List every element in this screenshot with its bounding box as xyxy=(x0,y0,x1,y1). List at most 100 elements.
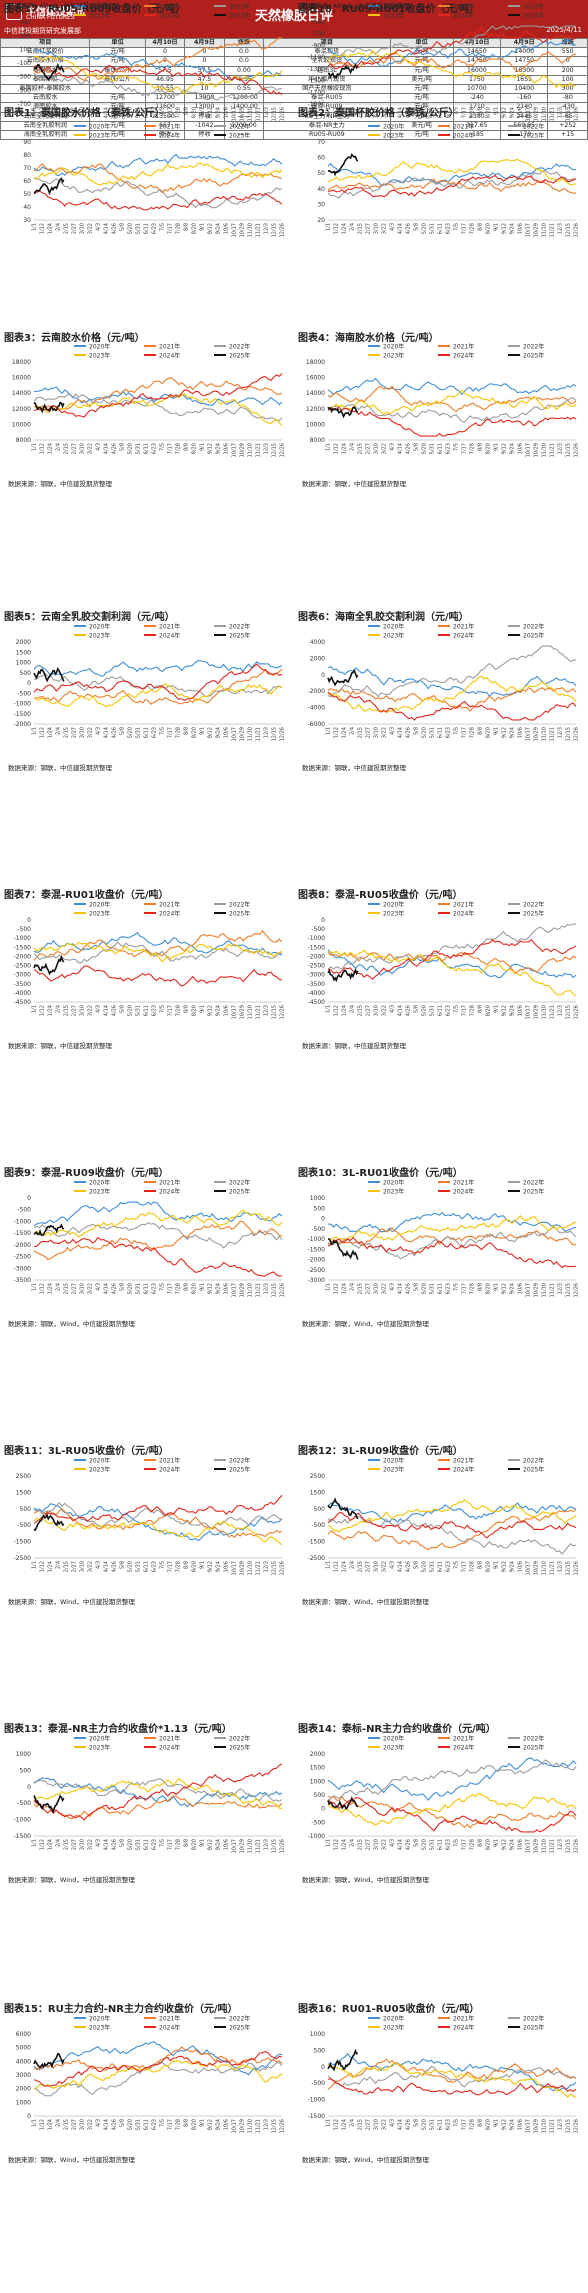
data-source: 数据来源：钢联，中信建投期货整理 xyxy=(8,1042,112,1050)
x-tick-label: 10/29 xyxy=(240,1839,246,1853)
x-tick-label: 2/15 xyxy=(64,1005,70,1016)
x-tick-label: 12/15 xyxy=(272,1561,278,1575)
x-tick-label: 7/28 xyxy=(470,223,476,234)
legend-label: 2020年 xyxy=(89,1457,110,1465)
x-axis: 1/1 1/12 1/24 2/4 2/15 2/27 3/10 3/22 4/3 4/14 4/2… xyxy=(326,223,580,237)
legend-label: 2025年 xyxy=(523,2024,544,2032)
x-tick-label: 3/10 xyxy=(80,727,86,738)
x-tick-label: 10/17 xyxy=(232,727,238,741)
x-tick-label: 3/10 xyxy=(374,1283,380,1294)
y-tick-label: -3000 xyxy=(308,1277,326,1284)
series-line xyxy=(327,377,577,396)
legend-label: 2022年 xyxy=(523,1457,544,1465)
x-tick-label: 2/27 xyxy=(72,223,78,234)
legend-label: 2025年 xyxy=(523,1466,544,1474)
line-chart: 2020年 2021年 2022年 2023年 2024年 2025年 2500 1500 50… xyxy=(14,1457,286,1576)
legend-label: 2020年 xyxy=(89,123,110,131)
x-tick-label: 11/21 xyxy=(550,107,556,121)
legend-label: 2022年 xyxy=(523,3,544,11)
x-tick-label: 10/29 xyxy=(534,727,540,741)
x-tick-label: 4/14 xyxy=(104,2119,110,2130)
series-line xyxy=(327,38,577,68)
x-axis: 1/1 1/12 1/24 2/4 2/15 2/27 3/10 3/22 4/3 4/14 4/2… xyxy=(326,1283,580,1297)
y-tick-label: -1500 xyxy=(14,944,32,951)
series-line xyxy=(33,64,283,96)
x-tick-label: 10/6 xyxy=(224,1561,230,1572)
x-tick-label: 1/12 xyxy=(334,107,340,118)
x-tick-label: 10/29 xyxy=(534,107,540,121)
series-line xyxy=(33,1778,283,1809)
legend-label: 2025年 xyxy=(229,12,250,20)
y-tick-label: -4000 xyxy=(308,705,326,712)
line-chart: 2020年 2021年 2022年 2023年 2024年 2025年 -500 -700 -9… xyxy=(308,3,580,122)
x-tick-label: 11/21 xyxy=(550,1005,556,1019)
y-tick-label: 1000 xyxy=(16,1751,31,1758)
legend-label: 2020年 xyxy=(383,3,404,11)
y-tick-label: -2500 xyxy=(14,1254,32,1261)
y-tick-label: 80 xyxy=(23,152,31,159)
x-axis: 1/1 1/12 1/24 2/4 2/15 2/27 3/10 3/22 4/3 4/14 4/2… xyxy=(326,2119,580,2133)
x-tick-label: 11/21 xyxy=(256,223,262,237)
x-tick-label: 12/15 xyxy=(566,107,572,121)
x-tick-label: 2/15 xyxy=(64,1839,70,1850)
x-tick-label: 12/26 xyxy=(574,727,580,741)
legend-label: 2024年 xyxy=(453,12,474,20)
y-tick-label: -2500 xyxy=(308,1267,326,1274)
legend-label: 2022年 xyxy=(523,1179,544,1187)
x-tick-label: 2/4 xyxy=(56,2119,62,2127)
x-tick-label: 8/8 xyxy=(478,1839,484,1847)
series-line xyxy=(327,152,359,177)
x-tick-label: 8/8 xyxy=(478,443,484,451)
x-tick-label: 6/23 xyxy=(446,223,452,234)
series-line xyxy=(327,2062,577,2098)
y-tick-label: -500 xyxy=(17,690,31,697)
x-tick-label: 4/26 xyxy=(112,223,118,234)
x-tick-label: 7/28 xyxy=(176,223,182,234)
x-tick-label: 5/31 xyxy=(136,1005,142,1016)
x-tick-label: 8/8 xyxy=(184,1283,190,1291)
x-tick-label: 12/3 xyxy=(558,1839,564,1850)
y-tick-label: -500 xyxy=(311,1522,325,1529)
data-source: 数据来源：Wind，中信建投期货整理 xyxy=(8,2,116,10)
report-org: 中信建投期货研究发展部 xyxy=(4,27,81,35)
x-tick-label: 7/17 xyxy=(168,1005,174,1016)
y-tick-label: 2000 xyxy=(16,639,31,646)
y-tick-label: -2000 xyxy=(308,688,326,695)
x-tick-label: 5/20 xyxy=(422,727,428,738)
legend-label: 2021年 xyxy=(453,1735,474,1743)
legend-label: 2024年 xyxy=(159,632,180,640)
x-tick-label: 8/20 xyxy=(192,1561,198,1572)
y-tick-label: 1500 xyxy=(16,649,31,656)
y-tick-label: -3000 xyxy=(14,972,32,979)
x-tick-label: 7/5 xyxy=(160,727,166,735)
y-tick-label: 500 xyxy=(314,1506,326,1513)
legend-label: 2023年 xyxy=(383,1188,404,1196)
data-source: 数据来源：钢联，Wind，中信建投期货整理 xyxy=(8,2156,135,2164)
x-tick-label: 9/24 xyxy=(510,727,516,738)
x-axis: 1/1 1/12 1/24 2/4 2/15 2/27 3/10 3/22 4/3 4/14 4/2… xyxy=(32,1561,286,1575)
y-tick-label: 12000 xyxy=(12,406,31,413)
x-tick-label: 2/15 xyxy=(358,223,364,234)
legend-label: 2022年 xyxy=(523,2015,544,2023)
x-tick-label: 8/8 xyxy=(478,223,484,231)
x-tick-label: 4/26 xyxy=(406,1839,412,1850)
x-tick-label: 1/1 xyxy=(326,107,332,115)
x-tick-label: 12/3 xyxy=(264,1839,270,1850)
chart-legend: 2020年 2021年 2022年 2023年 2024年 2025年 xyxy=(368,1179,544,1196)
x-axis: 1/1 1/12 1/24 2/4 2/15 2/27 3/10 3/22 4/3 4/14 4/2… xyxy=(32,1005,286,1019)
legend-label: 2023年 xyxy=(383,2024,404,2032)
chart-legend: 2020年 2021年 2022年 2023年 2024年 2025年 xyxy=(368,343,544,360)
series-line xyxy=(33,954,65,976)
x-tick-label: 3/10 xyxy=(80,1839,86,1850)
y-tick-label: -1000 xyxy=(308,2097,326,2104)
chart-legend: 2020年 2021年 2022年 2023年 2024年 2025年 xyxy=(368,623,544,640)
y-axis: 1000 500 0 -500 -1000 -1500 xyxy=(308,2031,326,2120)
x-tick-label: 3/22 xyxy=(88,1283,94,1294)
x-tick-label: 12/3 xyxy=(264,1283,270,1294)
legend-label: 2022年 xyxy=(523,123,544,131)
legend-label: 2021年 xyxy=(159,123,180,131)
legend-label: 2022年 xyxy=(229,343,250,351)
x-tick-label: 6/23 xyxy=(152,1005,158,1016)
x-tick-label: 7/17 xyxy=(168,1283,174,1294)
y-tick-label: -4500 xyxy=(14,999,32,1006)
